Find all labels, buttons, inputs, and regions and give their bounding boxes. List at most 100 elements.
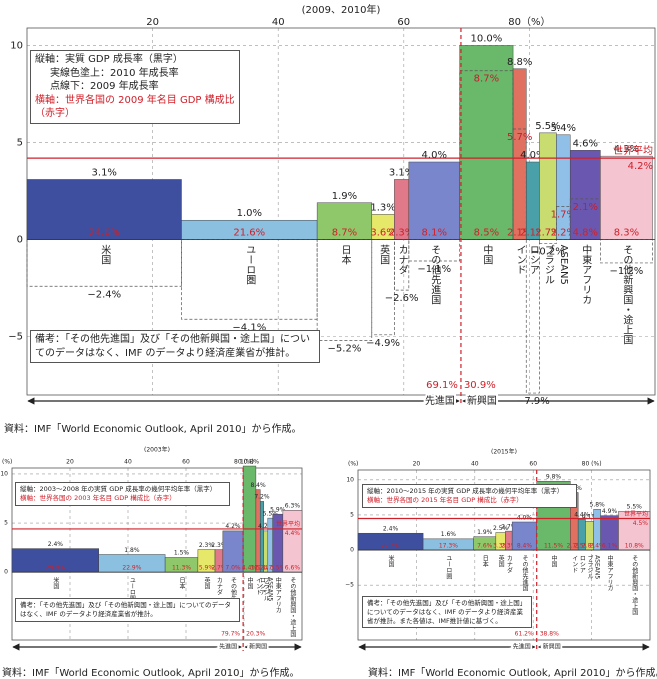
growth-2009-label: −0.2% — [531, 247, 565, 258]
growth-2009-label: −5.2% — [328, 344, 362, 355]
growth-label: 10.0% — [470, 33, 502, 44]
y-unit: (%) — [348, 461, 358, 468]
growth-label: 3.1% — [92, 167, 117, 178]
world-average-name: 世界平均 — [276, 520, 300, 528]
legend-line: 横軸：世界各国の 2015 年名目 GDP 構成比（赤字） — [367, 495, 523, 504]
category-label: その他新興国・途上国 — [289, 577, 296, 638]
y-tick-label: 5 — [350, 511, 354, 518]
bar — [408, 161, 460, 240]
share-label: 24.6% — [88, 228, 120, 239]
y-tick-label: 10 — [10, 40, 23, 51]
growth-label: 1.0% — [237, 208, 262, 219]
x-tick-label: 40 — [272, 17, 285, 28]
y-tick-label: 0 — [4, 569, 8, 576]
share-label: 21.6% — [233, 228, 265, 239]
share-label: 29.9% — [46, 564, 65, 571]
category-label: 中東アフリカ — [580, 243, 592, 304]
bar — [282, 510, 303, 573]
share-label: 1.5% — [250, 564, 266, 571]
share-label: 22.3% — [381, 542, 400, 549]
share-label: 6.6% — [285, 564, 301, 571]
share-label: 2.5% — [574, 542, 590, 549]
note: 備考：「その他先進国」及び「その他新興国・途上国」についてのデータはなく、IMF… — [15, 598, 240, 622]
category-label: ロシア — [258, 577, 265, 595]
category-label: カナダ — [396, 244, 408, 274]
x-tick-label: 80 (%) — [582, 461, 602, 468]
category-label: 米国 — [387, 554, 394, 568]
x-tick-label: 60 — [529, 461, 537, 468]
group-share-label: 79.7% — [221, 631, 240, 638]
chart-title: (2009、2010年) — [302, 3, 381, 16]
category-label: 日本 — [178, 577, 185, 590]
share-label: 2.8% — [582, 542, 598, 549]
y-tick-label: 10 — [0, 470, 8, 477]
bar — [511, 521, 537, 551]
x-tick-label: 80（%） — [508, 16, 550, 28]
category-label: 英国 — [378, 243, 390, 265]
growth-label: 1.9% — [332, 191, 357, 202]
growth-label: 4.1% — [582, 514, 598, 521]
x-tick-label: 60 — [397, 17, 410, 28]
bar — [316, 202, 373, 240]
growth-label: 6.3% — [285, 503, 301, 510]
share-label: 3.3% — [493, 542, 509, 549]
chart-title: (2003年) — [144, 446, 170, 454]
category-label: ユーロ圏 — [128, 577, 135, 602]
legend-line: 縦軸：2010～2015 年の実質 GDP 成長率の幾何平均年率（黒字） — [367, 487, 564, 495]
category-label: 英国 — [497, 554, 504, 568]
growth-label: 1.9% — [477, 529, 493, 536]
growth-label: 4.0% — [520, 150, 545, 161]
growth-label: 3.1% — [389, 167, 414, 178]
category-label: ブラジル — [542, 243, 554, 284]
group-share-label: 20.3% — [246, 631, 265, 638]
growth-label: 1.8% — [124, 547, 140, 554]
category-label: ユーロ圏 — [445, 555, 452, 580]
legend-line: 点線下：2009 年成長率 — [50, 81, 159, 92]
growth-label: 5.9% — [270, 506, 286, 513]
share-label: 17.3% — [439, 542, 458, 549]
category-label: 中東アフリカ — [274, 576, 281, 613]
plot-frame — [357, 469, 651, 641]
category-label: ブラジル — [262, 576, 269, 601]
growth-label: 9.8% — [546, 474, 562, 481]
share-label: 11.3% — [172, 564, 191, 571]
growth-label: 1.6% — [441, 531, 457, 538]
category-label: インド — [571, 555, 578, 573]
category-label: 中国 — [481, 243, 493, 265]
category-label: 日本 — [339, 245, 351, 266]
y-tick-label: 0 — [350, 547, 354, 554]
bar — [600, 155, 653, 240]
category-label: ロシア — [578, 555, 585, 573]
growth-label: 2.4% — [48, 541, 64, 548]
y-tick-label: −5 — [345, 582, 354, 589]
share-label: 2.7% — [535, 228, 560, 239]
share-label: 4.8% — [573, 228, 598, 239]
share-label: 7.6% — [477, 542, 493, 549]
category-label: インド — [255, 577, 262, 595]
growth-label: 2.4% — [383, 526, 399, 533]
share-label: 5.9% — [199, 564, 215, 571]
x-tick-label: 60 — [182, 459, 190, 466]
growth-2009-label: 2.1% — [573, 202, 598, 213]
x-tick-label: 20 — [413, 461, 421, 468]
category-label: ASEAN5 — [594, 555, 601, 579]
legend: 縦軸：実質 GDP 成長率（黒字） 実線色塗上：2010 年成長率 点線下：2009… — [30, 50, 240, 124]
category-label: ブラジル — [586, 554, 593, 579]
legend: 縦軸：2003～2008 年の実質 GDP 成長率の幾何平均年率（黒字） 横軸：世… — [15, 482, 230, 506]
growth-label: 4.4% — [574, 511, 590, 518]
group-name: 新興国 — [249, 643, 267, 651]
share-label: 10.8% — [625, 542, 644, 549]
group-name: 新興国 — [543, 643, 561, 651]
share-label: 8.7% — [332, 228, 357, 239]
share-label: 22.9% — [122, 564, 141, 571]
share-label: 2.1% — [507, 228, 532, 239]
share-label: 8.4% — [517, 542, 533, 549]
growth-label: 8.4% — [250, 482, 266, 489]
y-tick-label: −5 — [8, 332, 23, 343]
source: 資料：IMF「World Economic Outlook, April 201… — [368, 668, 657, 679]
share-label: 6.1% — [602, 542, 618, 549]
category-label: その他新興国・途上国 — [621, 244, 633, 345]
world-average-label: 4.4% — [285, 530, 301, 537]
growth-label: 4.9% — [602, 508, 618, 515]
y-tick-label: 10 — [346, 476, 354, 483]
